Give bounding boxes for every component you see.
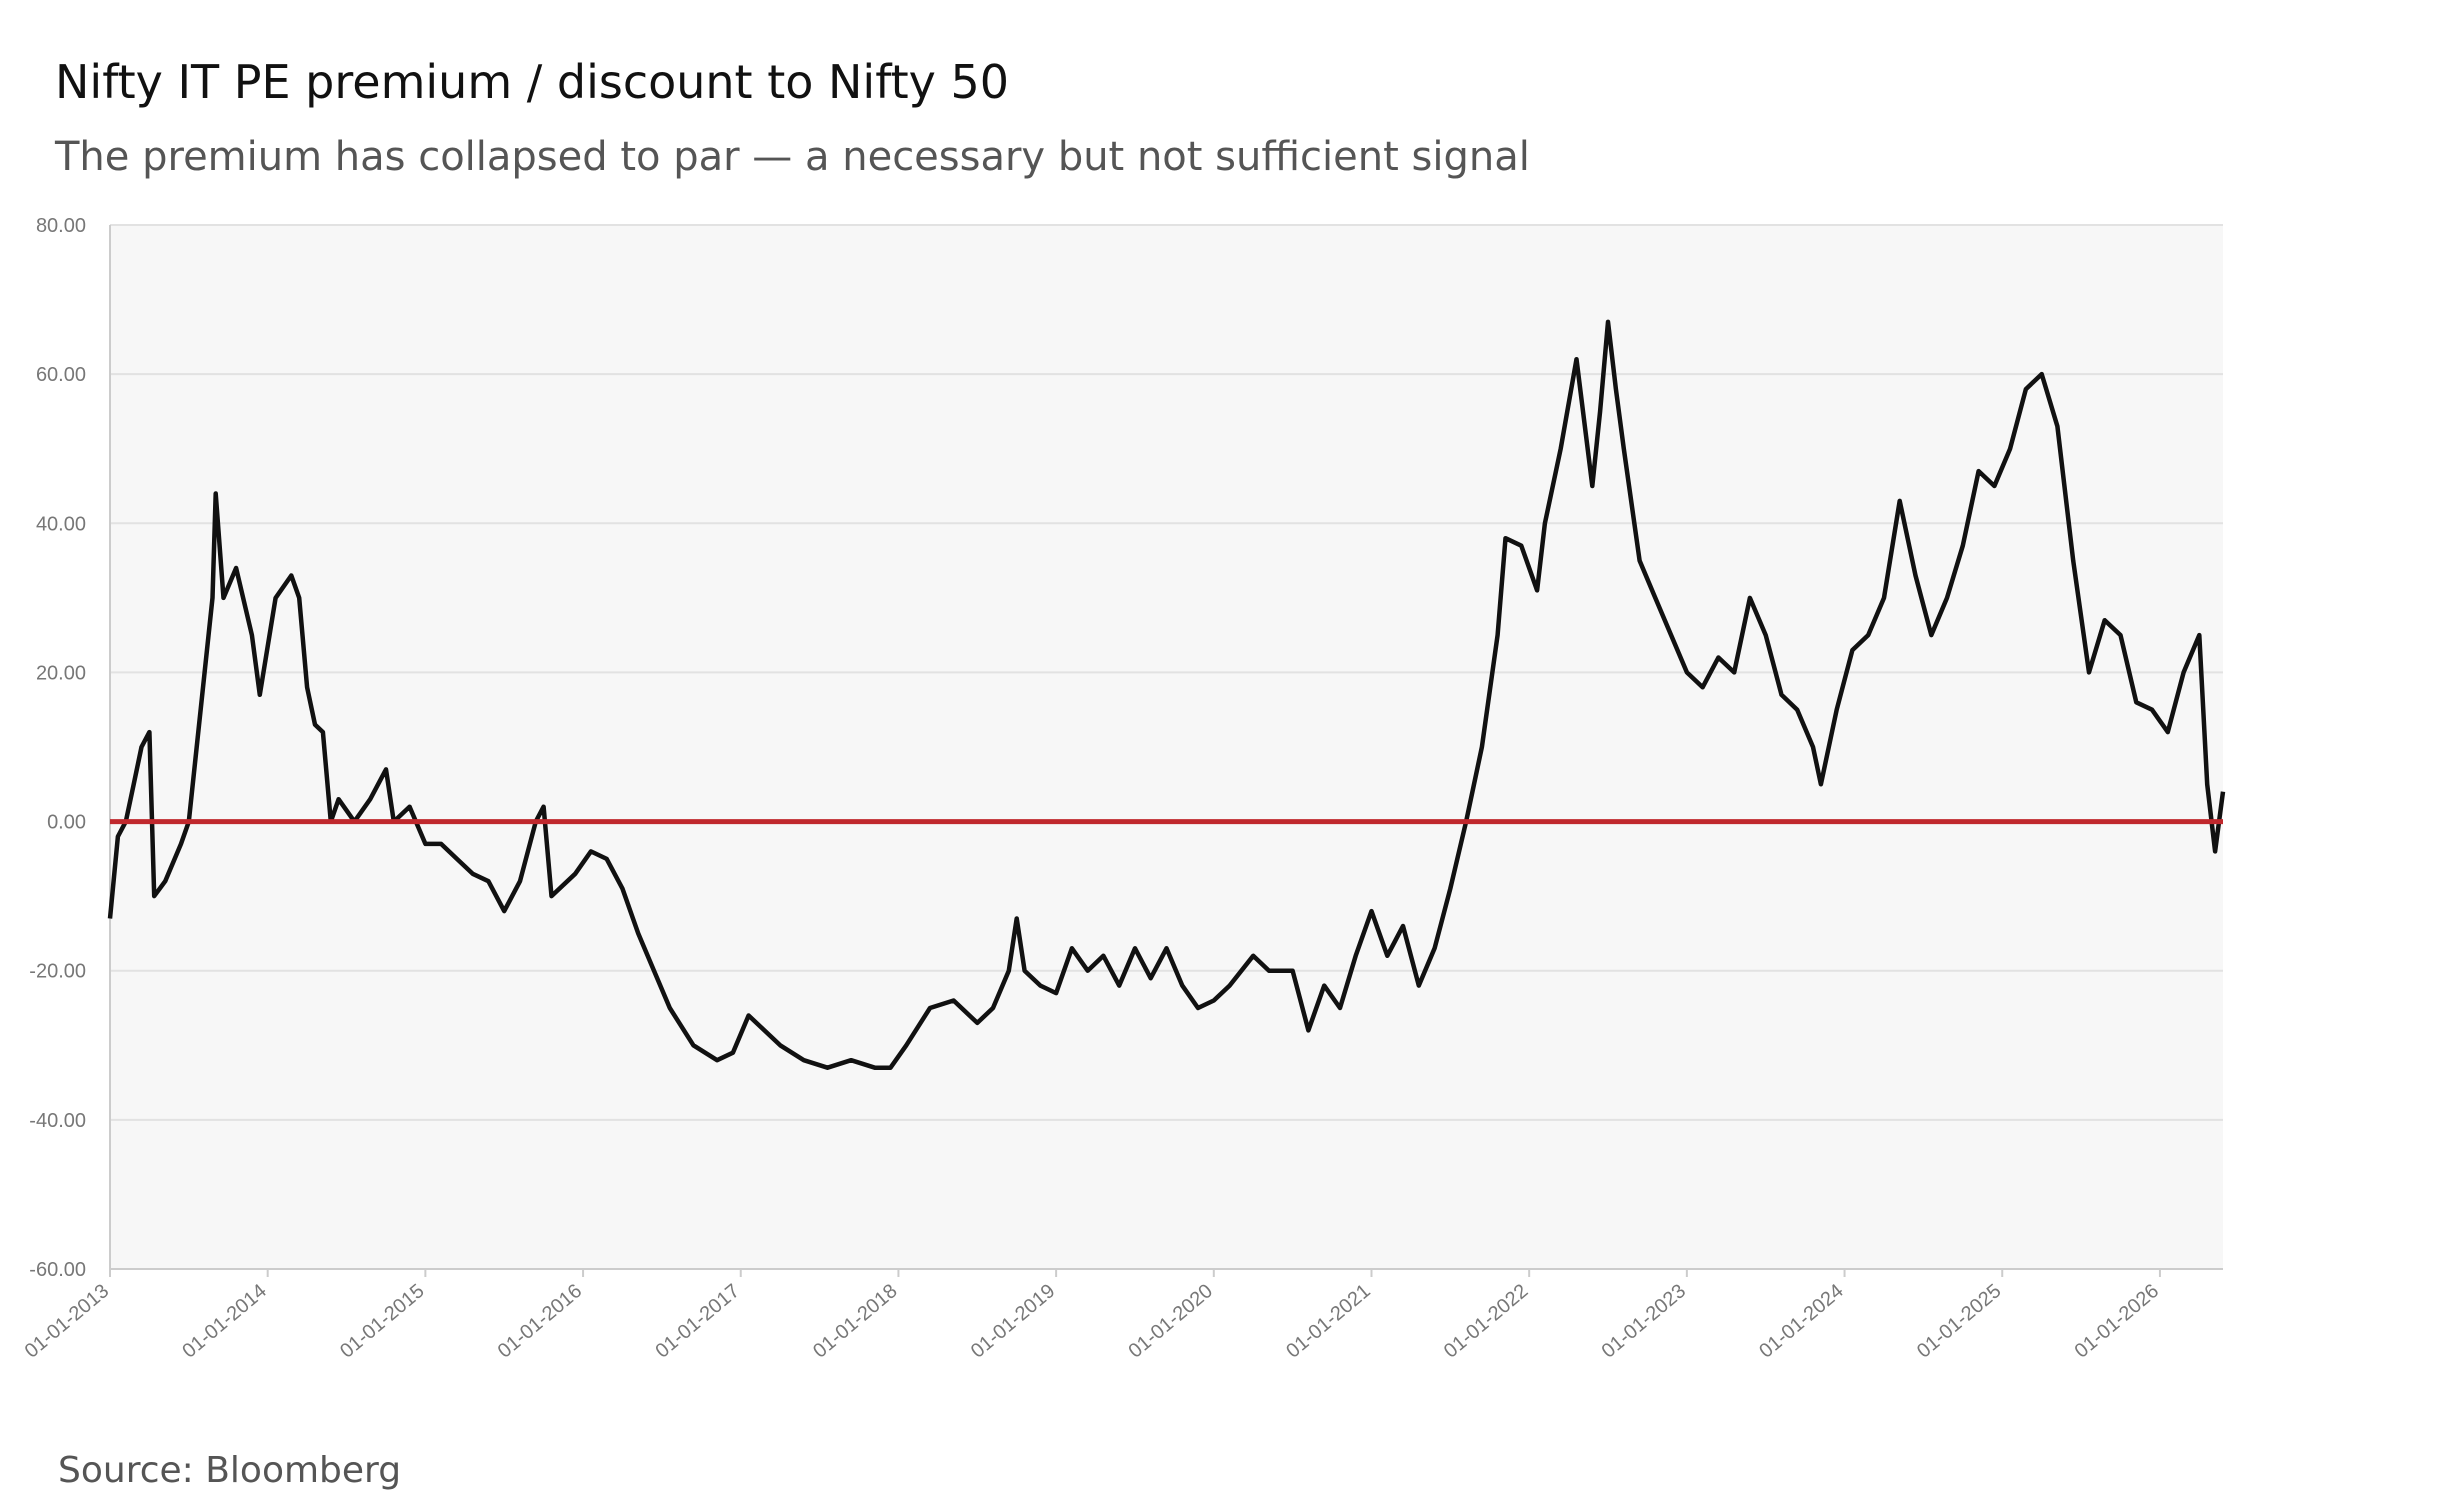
y-tick-label: -20.00 <box>29 961 86 983</box>
chart-title: Nifty IT PE premium / discount to Nifty … <box>55 55 1009 109</box>
data-line <box>107 319 2226 1070</box>
x-tick-label: 01-01-2013 <box>21 1280 114 1363</box>
x-tick-label: 01-01-2015 <box>336 1280 429 1363</box>
source-note: Source: Bloomberg <box>58 1450 401 1491</box>
x-tick-label: 01-01-2017 <box>651 1280 744 1363</box>
x-tick-label: 01-01-2014 <box>178 1280 271 1363</box>
y-tick-label: 60.00 <box>36 364 86 386</box>
y-tick-label: -40.00 <box>29 1110 86 1132</box>
x-tick-label: 01-01-2024 <box>1755 1280 1848 1363</box>
x-tick-label: 01-01-2023 <box>1598 1280 1691 1363</box>
plot-area <box>110 225 2223 1269</box>
x-tick-label: 01-01-2022 <box>1440 1280 1533 1363</box>
x-tick-label: 01-01-2020 <box>1125 1280 1218 1363</box>
x-tick-label: 01-01-2021 <box>1282 1280 1375 1363</box>
x-tick-label: 01-01-2026 <box>2071 1280 2164 1363</box>
x-tick-label: 01-01-2016 <box>494 1280 587 1363</box>
x-tick-label: 01-01-2019 <box>967 1280 1060 1363</box>
x-tick-label: 01-01-2025 <box>1913 1280 2006 1363</box>
y-tick-label: 20.00 <box>36 662 86 684</box>
y-tick-label: 40.00 <box>36 513 86 535</box>
x-tick-label: 01-01-2018 <box>809 1280 902 1363</box>
y-tick-label: -60.00 <box>29 1259 86 1281</box>
y-tick-label: 0.00 <box>47 812 86 834</box>
chart-subtitle: The premium has collapsed to par — a nec… <box>54 134 1530 180</box>
y-tick-label: 80.00 <box>36 215 86 237</box>
